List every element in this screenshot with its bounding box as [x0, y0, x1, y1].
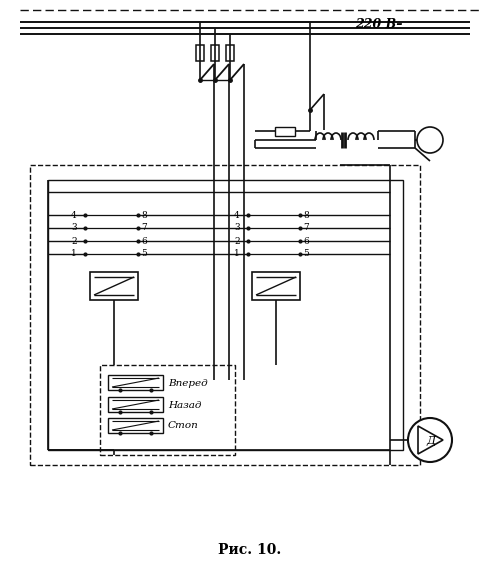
Bar — [108, 418, 163, 433]
Text: 1: 1 — [71, 249, 77, 259]
Bar — [48, 180, 403, 450]
Bar — [252, 272, 300, 300]
Text: Рис. 10.: Рис. 10. — [218, 543, 282, 557]
Text: Стоп: Стоп — [168, 421, 199, 430]
Text: Назад: Назад — [168, 400, 202, 409]
Text: 4: 4 — [234, 210, 240, 219]
Bar — [108, 375, 163, 390]
Text: 6: 6 — [303, 236, 309, 246]
Text: Вперед: Вперед — [168, 379, 208, 387]
Text: 220 В–: 220 В– — [355, 19, 403, 32]
Text: 3: 3 — [234, 223, 239, 232]
Bar — [211, 45, 219, 61]
Bar — [90, 272, 138, 300]
Bar — [226, 45, 234, 61]
Bar — [108, 397, 163, 412]
Text: 4: 4 — [71, 210, 77, 219]
Bar — [30, 165, 420, 465]
Text: 7: 7 — [303, 223, 309, 232]
Text: 7: 7 — [141, 223, 147, 232]
Circle shape — [408, 418, 452, 462]
Text: 5: 5 — [141, 249, 147, 259]
Text: 1: 1 — [234, 249, 240, 259]
Text: Д: Д — [426, 436, 435, 446]
Text: 5: 5 — [303, 249, 309, 259]
Text: 6: 6 — [141, 236, 147, 246]
Bar — [100, 365, 235, 455]
Circle shape — [417, 127, 443, 153]
Text: 8: 8 — [141, 210, 147, 219]
Text: 8: 8 — [303, 210, 309, 219]
Bar — [196, 45, 204, 61]
Text: 2: 2 — [71, 236, 76, 246]
Bar — [275, 127, 295, 136]
Text: 2: 2 — [234, 236, 239, 246]
Text: 3: 3 — [71, 223, 76, 232]
